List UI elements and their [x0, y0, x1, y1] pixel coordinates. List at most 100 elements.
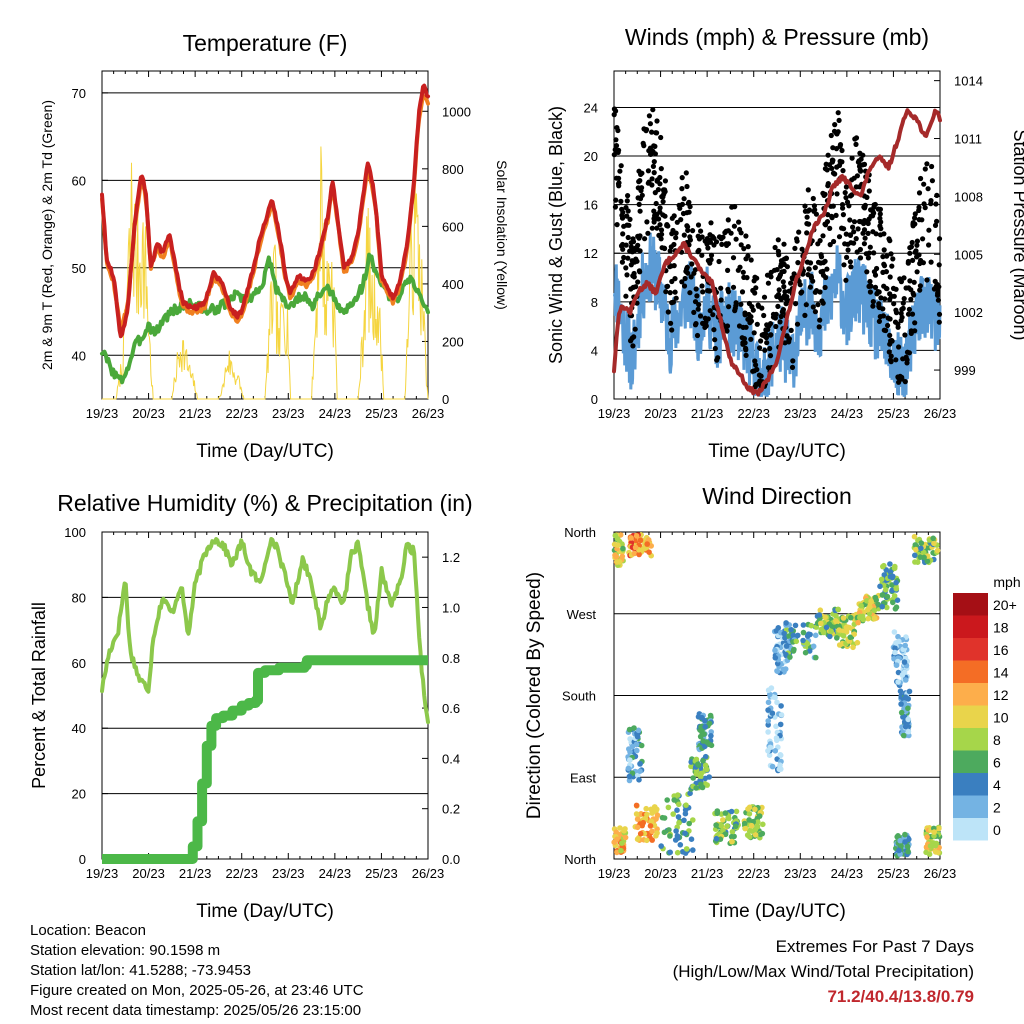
x-tick-label: 26/23: [924, 866, 957, 881]
gust-point: [667, 264, 673, 270]
gust-point: [827, 225, 833, 231]
gust-point: [725, 241, 732, 247]
gust-point: [862, 202, 868, 208]
direction-point: [637, 830, 644, 837]
x-axis-label: Time (Day/UTC): [708, 901, 846, 922]
y2-axis-label: Station Pressure (Maroon): [1010, 129, 1024, 340]
y-axis-label: Direction (Colored By Speed): [524, 572, 545, 819]
gust-point: [764, 340, 770, 346]
direction-point: [713, 822, 719, 828]
direction-point: [930, 535, 936, 542]
gust-point: [914, 254, 920, 260]
gust-point: [804, 230, 810, 236]
gust-point: [934, 192, 940, 198]
direction-point: [702, 717, 708, 724]
y-axis-label: 2m & 9m T (Red, Orange) & 2m Td (Green): [39, 100, 55, 370]
gust-point: [788, 327, 794, 333]
gust-point: [857, 255, 864, 261]
direction-point: [800, 629, 807, 636]
x-axis-label: Time (Day/UTC): [196, 441, 334, 462]
direction-point: [690, 847, 696, 853]
direction-point: [714, 808, 721, 814]
gust-point: [786, 339, 792, 345]
direction-point: [755, 819, 761, 825]
direction-point: [757, 831, 764, 838]
direction-point: [713, 835, 720, 842]
direction-point: [765, 718, 771, 724]
gust-point: [679, 279, 685, 285]
direction-point: [834, 619, 840, 626]
direction-point: [865, 615, 871, 622]
gust-point: [778, 263, 784, 269]
gust-point: [662, 213, 668, 219]
gust-point: [805, 187, 811, 193]
gust-point: [707, 239, 714, 245]
gust-point: [867, 244, 873, 250]
direction-point: [783, 643, 790, 649]
gust-point: [654, 225, 660, 231]
gust-point: [847, 259, 854, 265]
direction-point: [645, 537, 652, 543]
direction-point: [772, 748, 779, 754]
gust-point: [636, 201, 642, 207]
colorbar-label: 6: [993, 755, 1001, 771]
x-axis-label: Time (Day/UTC): [708, 441, 846, 462]
colorbar-swatch: [953, 705, 988, 728]
gust-point: [860, 230, 866, 236]
direction-point: [627, 736, 633, 742]
direction-point: [879, 603, 885, 610]
gust-point: [711, 327, 717, 333]
gust-point: [916, 190, 923, 196]
gust-point: [837, 158, 843, 164]
direction-point: [896, 847, 902, 854]
y2-tick-label: 1008: [954, 189, 983, 204]
gust-point: [725, 286, 731, 292]
direction-point: [905, 716, 911, 723]
direction-point: [690, 775, 696, 781]
gust-point: [851, 175, 857, 181]
gust-point: [782, 289, 788, 295]
gust-point: [839, 147, 845, 154]
gust-point: [836, 234, 843, 240]
direction-point: [687, 790, 693, 797]
gust-point: [742, 310, 748, 316]
gust-point: [825, 152, 831, 158]
gust-point: [895, 321, 901, 327]
gust-point: [847, 217, 853, 223]
gust-point: [877, 223, 883, 229]
gust-point: [743, 345, 749, 351]
gust-point: [887, 357, 894, 363]
direction-point: [637, 768, 643, 774]
gust-point: [901, 296, 907, 302]
gust-point: [781, 284, 787, 290]
gust-point: [812, 309, 819, 315]
y-tick-label: 24: [584, 100, 598, 115]
direction-point: [625, 765, 632, 772]
gust-point: [775, 276, 782, 282]
gust-point: [757, 345, 763, 351]
gust-point: [623, 265, 629, 271]
panel-1: 19/23 20/23 21/23 22/23 23/23 24/23 25/23 26/23…: [546, 24, 1024, 462]
direction-point: [661, 829, 668, 836]
direction-point: [767, 744, 773, 751]
direction-point: [782, 666, 789, 672]
gust-point: [935, 297, 942, 303]
direction-point: [640, 819, 646, 826]
gust-point: [664, 283, 670, 290]
gust-point: [904, 349, 911, 355]
y2-tick-label: 1005: [954, 247, 983, 262]
gust-point: [912, 211, 918, 217]
gust-point: [650, 148, 656, 154]
gust-point: [636, 235, 642, 241]
direction-point: [690, 817, 696, 823]
gust-point: [936, 236, 943, 242]
station-info: Location: Beacon Station elevation: 90.1…: [30, 921, 364, 1021]
gust-point: [843, 231, 849, 237]
gust-point: [630, 284, 636, 290]
gust-point: [790, 358, 796, 364]
gust-point: [828, 132, 834, 139]
direction-point: [658, 843, 664, 849]
gust-point: [812, 265, 818, 271]
direction-point: [702, 723, 708, 730]
gust-point: [725, 228, 732, 234]
